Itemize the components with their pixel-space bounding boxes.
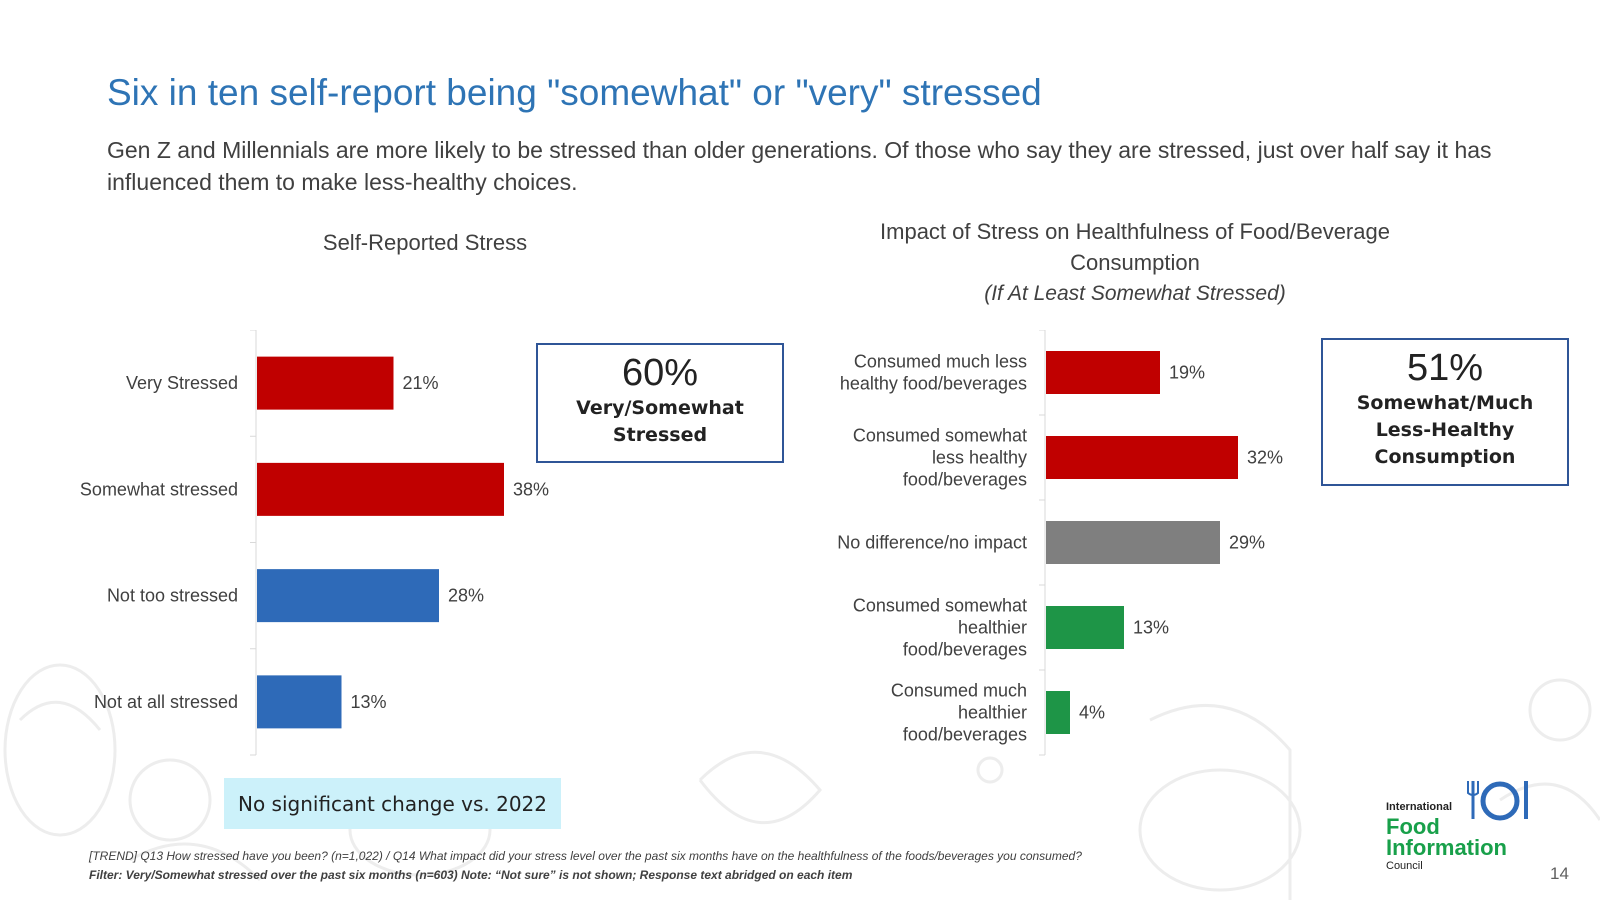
impact-category-label: Consumed somewhat less healthy food/bevera…	[853, 426, 1027, 490]
stress-impact-chart: 19% Consumed much less healthy food/bevera…	[837, 330, 1283, 756]
impact-category-label-line: Consumed much less	[854, 352, 1027, 372]
stressed-total-label-1: Very/Somewhat	[576, 397, 744, 419]
stress-value-label: 21%	[403, 373, 439, 393]
right-chart-title-line2: Consumption	[1070, 250, 1200, 275]
impact-bar	[1046, 691, 1070, 734]
impact-category-label-line: healthier	[958, 618, 1027, 638]
impact-category-label-line: No difference/no impact	[837, 533, 1027, 553]
stress-bar	[257, 675, 342, 729]
impact-category-label-line: less healthy	[932, 448, 1027, 468]
impact-category-label-line: Consumed somewhat	[853, 596, 1027, 616]
impact-category-label-line: healthy food/beverages	[840, 374, 1027, 394]
ific-logo: International Food Information Council	[1386, 779, 1536, 872]
stress-bar	[257, 462, 504, 516]
impact-category-label-line: food/beverages	[903, 470, 1027, 490]
impact-value-label: 29%	[1229, 533, 1265, 553]
right-chart-title-line1: Impact of Stress on Healthfulness of Foo…	[880, 219, 1390, 244]
stress-category-label-line: Not too stressed	[107, 586, 238, 606]
stress-value-label: 38%	[513, 479, 549, 499]
stress-category-label-line: Somewhat stressed	[80, 479, 238, 499]
stressed-total-label-2: Stressed	[612, 424, 708, 446]
impact-bar	[1046, 436, 1238, 479]
logo-text-council: Council	[1386, 860, 1423, 872]
impact-bar	[1046, 351, 1160, 394]
impact-category-label: Consumed somewhat healthier food/beverages	[853, 596, 1027, 660]
stress-category-label-line: Not at all stressed	[94, 692, 238, 712]
less-healthy-total-label-1: Somewhat/Much	[1356, 392, 1534, 414]
plate-utensils-icon	[1467, 781, 1528, 821]
right-chart-subtitle: (If At Least Somewhat Stressed)	[984, 282, 1286, 305]
stressed-total-callout: 60% Very/Somewhat Stressed	[536, 343, 784, 463]
impact-category-label-line: Consumed somewhat	[853, 426, 1027, 446]
stress-bar	[257, 356, 394, 410]
stressed-total-value: 60%	[621, 352, 699, 394]
stress-category-label: Not at all stressed	[94, 692, 238, 712]
no-change-banner: No significant change vs. 2022	[224, 778, 561, 829]
stress-bar	[257, 569, 439, 623]
impact-category-label: Consumed much less healthy food/beverages	[840, 352, 1027, 394]
impact-bar	[1046, 521, 1220, 564]
footnote-filter-note: Filter: Very/Somewhat stressed over the …	[89, 868, 853, 882]
impact-category-label-line: food/beverages	[903, 640, 1027, 660]
logo-text-food: Food	[1386, 814, 1440, 839]
slide-title: Six in ten self-report being "somewhat" …	[107, 72, 1042, 113]
footnote-question-text: [TREND] Q13 How stressed have you been? …	[89, 849, 1082, 863]
less-healthy-total-callout: 51% Somewhat/Much Less-Healthy Consumpti…	[1321, 338, 1569, 486]
page-number: 14	[1550, 864, 1569, 883]
stress-category-label: Very Stressed	[126, 373, 238, 393]
logo-text-international: International	[1386, 801, 1453, 813]
self-reported-stress-chart: 21% Very Stressed 38% Somewhat stressed 28% N…	[80, 330, 549, 756]
stress-category-label-line: Very Stressed	[126, 373, 238, 393]
impact-value-label: 32%	[1247, 448, 1283, 468]
logo-text-information: Information	[1386, 835, 1507, 860]
impact-value-label: 13%	[1133, 618, 1169, 638]
less-healthy-total-label-3: Consumption	[1374, 446, 1516, 468]
less-healthy-total-value: 51%	[1406, 347, 1484, 389]
less-healthy-total-label-2: Less-Healthy	[1375, 419, 1515, 441]
impact-bar	[1046, 606, 1124, 649]
impact-value-label: 4%	[1079, 703, 1105, 723]
impact-category-label-line: food/beverages	[903, 725, 1027, 745]
left-chart-title: Self-Reported Stress	[322, 230, 528, 255]
impact-category-label-line: healthier	[958, 703, 1027, 723]
impact-value-label: 19%	[1169, 363, 1205, 383]
impact-category-label: Consumed much healthier food/beverages	[891, 681, 1027, 745]
slide-subtitle: Gen Z and Millennials are more likely to…	[107, 137, 1492, 195]
impact-category-label: No difference/no impact	[837, 533, 1027, 553]
impact-category-label-line: Consumed much	[891, 681, 1027, 701]
stress-value-label: 13%	[351, 692, 387, 712]
stress-category-label: Not too stressed	[107, 586, 238, 606]
stress-category-label: Somewhat stressed	[80, 479, 238, 499]
stress-value-label: 28%	[448, 586, 484, 606]
right-chart-title: Impact of Stress on Healthfulness of Foo…	[810, 216, 1460, 309]
